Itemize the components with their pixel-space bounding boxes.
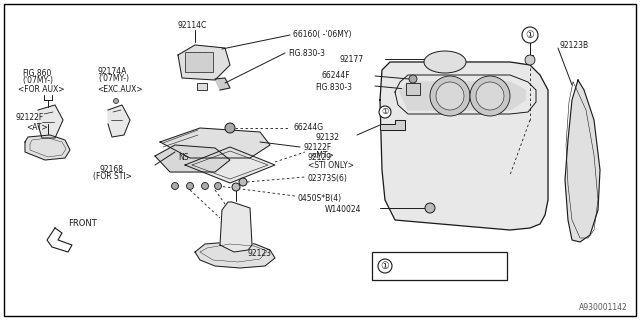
- Circle shape: [470, 76, 510, 116]
- Text: 92114C: 92114C: [178, 21, 207, 30]
- Bar: [372, 252, 507, 280]
- Text: ('07MY-): ('07MY-): [98, 75, 129, 84]
- Polygon shape: [47, 228, 72, 252]
- Circle shape: [186, 182, 193, 189]
- Polygon shape: [380, 120, 405, 130]
- Text: A930001142: A930001142: [579, 303, 628, 312]
- Circle shape: [379, 106, 391, 118]
- Text: FIG.860: FIG.860: [22, 68, 51, 77]
- Polygon shape: [25, 135, 70, 160]
- Text: <AT>: <AT>: [26, 123, 48, 132]
- Text: 92168: 92168: [100, 165, 124, 174]
- Circle shape: [409, 75, 417, 83]
- Polygon shape: [380, 62, 548, 230]
- Text: <MT>: <MT>: [310, 151, 333, 161]
- Polygon shape: [565, 80, 600, 242]
- Circle shape: [430, 76, 470, 116]
- Polygon shape: [108, 105, 130, 137]
- Text: NS: NS: [178, 153, 189, 162]
- Bar: [406, 83, 420, 95]
- Circle shape: [425, 203, 435, 213]
- Text: ('07MY-): ('07MY-): [22, 76, 53, 84]
- Circle shape: [476, 82, 504, 110]
- Circle shape: [522, 27, 538, 43]
- Text: FIG.830-3: FIG.830-3: [288, 49, 325, 58]
- Text: 0450S*B(4): 0450S*B(4): [298, 194, 342, 203]
- Circle shape: [436, 82, 464, 110]
- Text: <EXC.AUX>: <EXC.AUX>: [97, 85, 143, 94]
- Circle shape: [239, 178, 247, 186]
- Circle shape: [172, 182, 179, 189]
- Polygon shape: [155, 145, 230, 172]
- Circle shape: [202, 182, 209, 189]
- Text: (FOR STI>: (FOR STI>: [93, 172, 132, 181]
- Bar: [197, 83, 207, 90]
- Circle shape: [378, 259, 392, 273]
- Text: W140024: W140024: [325, 204, 362, 213]
- Text: 92123B: 92123B: [560, 41, 589, 50]
- Text: 0450S*C(4): 0450S*C(4): [397, 261, 449, 270]
- Circle shape: [214, 182, 221, 189]
- Polygon shape: [185, 147, 275, 183]
- Text: 92132: 92132: [315, 132, 339, 141]
- Text: 92123: 92123: [248, 249, 272, 258]
- Text: 92174A: 92174A: [98, 68, 127, 76]
- Text: 66160( -'06MY): 66160( -'06MY): [293, 29, 351, 38]
- Text: ①: ①: [381, 261, 389, 271]
- Text: ①: ①: [525, 30, 534, 40]
- Bar: [185, 52, 213, 72]
- Ellipse shape: [424, 51, 466, 73]
- Polygon shape: [160, 128, 270, 158]
- Polygon shape: [178, 45, 230, 80]
- Text: <STI ONLY>: <STI ONLY>: [308, 162, 354, 171]
- Circle shape: [232, 183, 240, 191]
- Text: 92129: 92129: [308, 154, 332, 163]
- Polygon shape: [400, 82, 525, 110]
- Polygon shape: [38, 105, 63, 138]
- Polygon shape: [215, 78, 230, 90]
- Text: FIG.830-3: FIG.830-3: [315, 83, 352, 92]
- Text: 92122F: 92122F: [15, 114, 44, 123]
- Text: <FOR AUX>: <FOR AUX>: [18, 85, 65, 94]
- Text: 92177: 92177: [340, 54, 364, 63]
- Text: ①: ①: [381, 108, 388, 116]
- Text: 66244F: 66244F: [322, 71, 351, 81]
- Polygon shape: [195, 242, 275, 268]
- Circle shape: [225, 123, 235, 133]
- Circle shape: [113, 99, 118, 103]
- Circle shape: [525, 55, 535, 65]
- Text: 66244G: 66244G: [293, 124, 323, 132]
- Text: FRONT: FRONT: [68, 220, 97, 228]
- Text: 92122F: 92122F: [303, 143, 332, 153]
- Text: 02373S(6): 02373S(6): [308, 173, 348, 182]
- Polygon shape: [220, 202, 252, 252]
